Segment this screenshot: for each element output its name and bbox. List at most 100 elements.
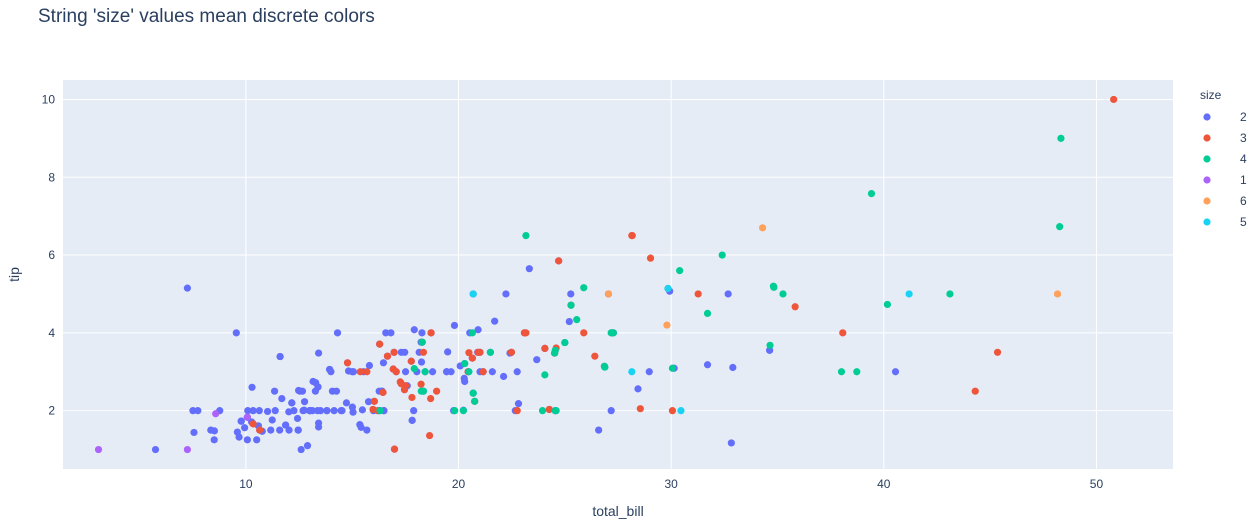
data-point-size-3	[383, 352, 392, 360]
data-point-size-3	[591, 352, 599, 360]
data-point-size-2	[314, 383, 322, 391]
data-point-size-2	[244, 407, 252, 415]
data-point-size-3	[376, 340, 384, 348]
data-point-size-1	[94, 445, 103, 454]
data-point-size-2	[268, 416, 276, 424]
data-point-size-2	[417, 358, 426, 366]
data-point-size-2	[358, 406, 367, 414]
legend-marker-4[interactable]	[1203, 155, 1211, 163]
x-tick-label: 30	[664, 477, 678, 491]
data-point-size-2	[418, 329, 426, 337]
legend-marker-5[interactable]	[1203, 218, 1211, 226]
data-point-size-3	[465, 349, 473, 357]
data-point-size-4	[703, 309, 712, 317]
x-tick-label: 50	[1090, 477, 1104, 491]
data-point-size-2	[300, 398, 309, 406]
data-point-size-3	[343, 359, 352, 367]
data-point-size-4	[410, 365, 418, 373]
legend-label-6[interactable]: 6	[1240, 194, 1247, 208]
data-point-size-2	[401, 348, 409, 356]
data-point-size-6	[604, 290, 613, 298]
legend-marker-6[interactable]	[1203, 197, 1211, 205]
data-point-size-6	[758, 224, 767, 232]
data-point-size-4	[853, 368, 861, 376]
data-point-size-2	[410, 407, 418, 415]
data-point-size-2	[333, 329, 342, 337]
data-point-size-2	[499, 372, 508, 381]
data-point-size-3	[541, 344, 549, 353]
data-point-size-3	[971, 387, 979, 395]
data-point-size-2	[444, 348, 452, 356]
data-point-size-4	[883, 300, 892, 309]
data-point-size-2	[474, 326, 482, 334]
data-point-size-2	[151, 445, 160, 454]
data-point-size-4	[573, 316, 581, 324]
data-point-size-3	[427, 394, 435, 403]
data-point-size-3	[407, 357, 415, 365]
legend-label-5[interactable]: 5	[1240, 215, 1247, 229]
data-point-size-3	[356, 368, 364, 376]
y-tick-label: 6	[48, 248, 55, 262]
legend-marker-2[interactable]	[1203, 113, 1211, 121]
data-point-size-4	[561, 338, 569, 347]
data-point-size-2	[330, 407, 338, 415]
data-point-size-2	[401, 368, 410, 376]
legend-marker-3[interactable]	[1203, 134, 1211, 142]
data-point-size-2	[294, 426, 302, 434]
data-point-size-4	[551, 349, 559, 357]
data-point-size-3	[791, 303, 799, 311]
data-point-size-2	[338, 407, 346, 415]
legend-label-4[interactable]: 4	[1240, 152, 1247, 166]
data-point-size-4	[465, 368, 473, 376]
data-point-size-4	[580, 284, 588, 292]
y-tick-label: 4	[48, 326, 55, 340]
data-point-size-2	[461, 377, 469, 386]
data-point-size-3	[390, 445, 399, 453]
data-point-size-4	[469, 389, 477, 397]
data-point-size-3	[427, 329, 435, 337]
data-point-size-4	[468, 329, 476, 337]
legend-label-1[interactable]: 1	[1240, 173, 1247, 187]
legend-label-3[interactable]: 3	[1240, 131, 1247, 145]
data-point-size-2	[288, 399, 296, 407]
data-point-size-3	[522, 329, 530, 337]
x-axis-title: total_bill	[592, 503, 643, 519]
data-point-size-2	[891, 368, 900, 376]
data-point-size-4	[946, 290, 954, 298]
data-point-size-3	[397, 380, 405, 388]
data-point-size-2	[450, 321, 459, 330]
legend-marker-1[interactable]	[1203, 176, 1211, 184]
data-point-size-2	[263, 407, 272, 416]
data-point-size-2	[270, 387, 279, 395]
data-point-size-2	[285, 426, 293, 434]
data-point-size-2	[364, 398, 373, 406]
data-point-size-2	[306, 407, 314, 415]
data-point-size-4	[676, 267, 684, 275]
data-point-size-1	[212, 410, 220, 418]
data-point-size-4	[459, 407, 468, 415]
data-point-size-1	[183, 445, 191, 454]
data-point-size-3	[507, 348, 516, 356]
data-point-size-4	[779, 290, 787, 298]
data-point-size-3	[476, 348, 484, 356]
data-point-size-4	[600, 362, 608, 370]
data-point-size-4	[567, 301, 575, 309]
data-point-size-2	[190, 428, 198, 437]
data-point-size-4	[419, 387, 428, 395]
data-point-size-4	[607, 329, 615, 337]
data-point-size-5	[628, 368, 636, 376]
data-point-size-2	[271, 407, 279, 415]
legend-label-2[interactable]: 2	[1240, 110, 1247, 124]
data-point-size-2	[249, 407, 257, 415]
data-point-size-4	[538, 407, 547, 415]
data-point-size-2	[235, 433, 243, 441]
data-point-size-2	[595, 426, 603, 434]
data-point-size-2	[565, 317, 573, 326]
data-point-size-4	[376, 407, 384, 415]
data-point-size-2	[314, 419, 323, 427]
data-point-size-2	[189, 407, 197, 415]
data-point-size-2	[488, 368, 496, 376]
data-point-size-2	[293, 414, 302, 423]
data-point-size-3	[694, 290, 702, 298]
